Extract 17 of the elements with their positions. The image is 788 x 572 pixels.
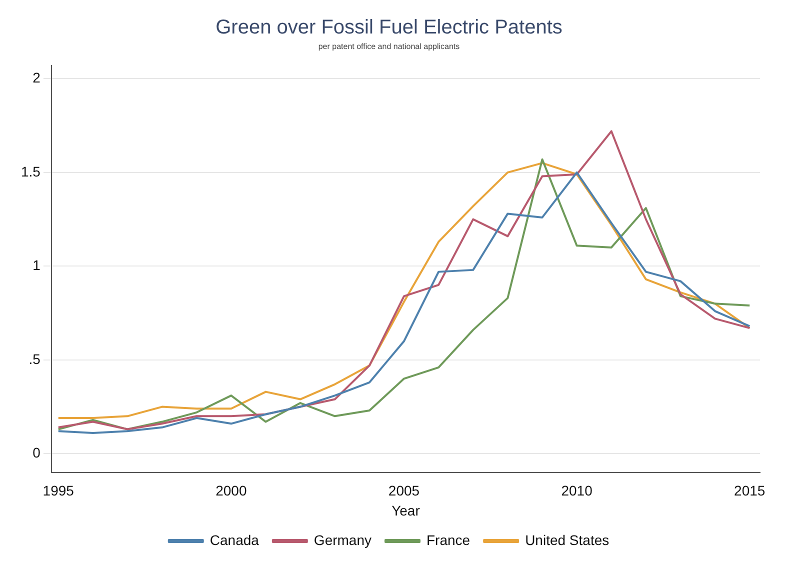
x-tick-label: 2005 bbox=[388, 482, 420, 499]
legend-label: France bbox=[426, 532, 470, 548]
x-axis-title: Year bbox=[392, 502, 420, 518]
y-tick-label: 0 bbox=[32, 444, 41, 461]
y-tick-label: 1.5 bbox=[20, 163, 41, 180]
x-tick-label: 2010 bbox=[561, 482, 593, 499]
chart-subtitle: per patent office and national applicants bbox=[318, 42, 460, 52]
x-tick-label: 2000 bbox=[216, 482, 247, 499]
x-tick-label: 2015 bbox=[734, 482, 766, 499]
legend-label: Germany bbox=[314, 532, 372, 548]
legend-label: Canada bbox=[210, 532, 260, 548]
x-tick-label: 1995 bbox=[42, 482, 74, 499]
legend-label: United States bbox=[525, 532, 610, 548]
y-tick-label: .5 bbox=[28, 350, 41, 367]
y-tick-label: 1 bbox=[32, 257, 41, 274]
y-tick-label: 2 bbox=[32, 70, 41, 86]
chart-title: Green over Fossil Fuel Electric Patents bbox=[216, 16, 562, 39]
